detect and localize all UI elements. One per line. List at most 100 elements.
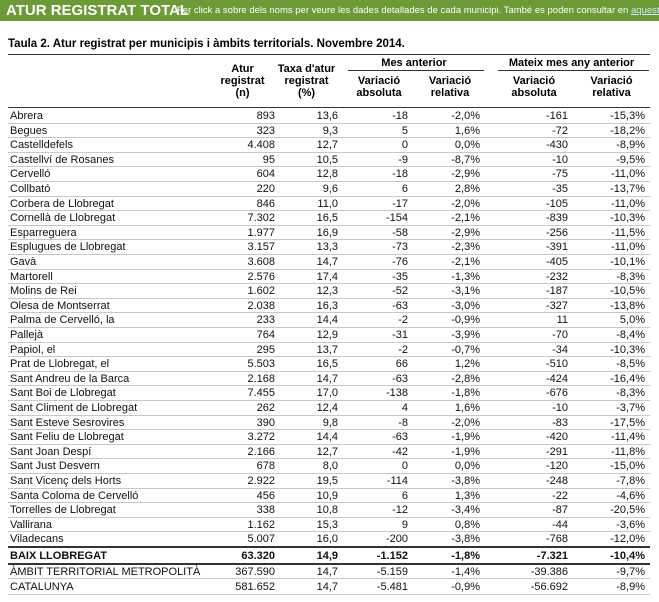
row-value: -8,7% xyxy=(451,153,480,166)
row-value: 14,4 xyxy=(316,314,338,327)
row-value: -9,5% xyxy=(616,153,645,166)
header-note: Fer click a sobre dels noms per veure le… xyxy=(177,5,659,16)
rule xyxy=(348,70,484,71)
rule xyxy=(8,502,650,503)
row-value: 0,0% xyxy=(454,460,480,473)
row-value: -2,9% xyxy=(451,168,480,181)
rule xyxy=(8,578,650,579)
row-name[interactable]: Sant Esteve Sesrovires xyxy=(10,416,125,429)
row-name[interactable]: Sant Feliu de Llobregat xyxy=(10,431,124,444)
row-name[interactable]: Torrelles de Llobregat xyxy=(10,504,116,517)
row-value: 5.503 xyxy=(247,358,275,371)
row-name[interactable]: Castellví de Rosanes xyxy=(10,153,114,166)
row-value: 16,5 xyxy=(316,212,338,225)
row-value: 12,8 xyxy=(316,168,338,181)
row-value: -13,7% xyxy=(610,183,645,195)
row-value: -8,3% xyxy=(616,270,645,283)
row-value: 390 xyxy=(256,416,275,429)
row-name[interactable]: CATALUNYA xyxy=(10,581,74,593)
row-value: -10,1% xyxy=(610,256,645,268)
row-value: 6 xyxy=(401,183,408,195)
row-name[interactable]: Sant Just Desvern xyxy=(10,460,100,473)
row-name[interactable]: Cornellà de Llobregat xyxy=(10,212,116,225)
row-value: 14,9 xyxy=(316,550,338,562)
row-value: -154 xyxy=(385,212,408,225)
row-value: 13,6 xyxy=(316,110,338,122)
row-value: 11,0 xyxy=(317,197,338,210)
row-value: 14,7 xyxy=(316,581,338,593)
row-value: -22 xyxy=(552,489,568,502)
row-value: -10,4% xyxy=(610,550,645,562)
row-value: 14,7 xyxy=(316,565,338,578)
row-value: 14,7 xyxy=(316,372,338,385)
row-name[interactable]: Martorell xyxy=(10,270,53,283)
row-name[interactable]: Sant Climent de Llobregat xyxy=(10,402,138,414)
row-name[interactable]: Palma de Cervelló, la xyxy=(10,314,115,327)
row-name[interactable]: Molins de Rei xyxy=(10,285,77,298)
row-name[interactable]: Cervelló xyxy=(10,168,51,181)
row-value: -3,8% xyxy=(451,533,480,546)
row-value: -11,8% xyxy=(610,445,645,458)
rule xyxy=(8,283,650,284)
rule xyxy=(8,327,650,328)
row-value: 16,5 xyxy=(316,358,338,371)
row-name[interactable]: Papiol, el xyxy=(10,343,56,356)
rule xyxy=(8,429,650,430)
row-name[interactable]: Sant Joan Despí xyxy=(10,445,92,458)
row-name[interactable]: Collbató xyxy=(10,183,51,195)
row-value: 338 xyxy=(256,504,275,517)
row-name[interactable]: Vallirana xyxy=(10,518,52,531)
row-value: 1,6% xyxy=(454,402,480,414)
group-header: Mes anterior xyxy=(381,57,447,69)
row-value: -1,3% xyxy=(451,270,480,283)
row-name[interactable]: Corbera de Llobregat xyxy=(10,197,114,210)
row-value: 295 xyxy=(256,343,275,356)
row-name[interactable]: Abrera xyxy=(10,110,44,122)
row-name[interactable]: Prat de Llobregat, el xyxy=(10,358,110,371)
row-value: -768 xyxy=(545,533,568,546)
row-name[interactable]: Esplugues de Llobregat xyxy=(10,241,126,254)
row-name[interactable]: Sant Vicenç dels Horts xyxy=(10,475,122,487)
row-name[interactable]: BAIX LLOBREGAT xyxy=(10,550,107,562)
row-value: 846 xyxy=(256,197,275,210)
row-name[interactable]: Santa Coloma de Cervelló xyxy=(10,489,139,502)
row-value: 0,8% xyxy=(454,518,480,531)
row-value: -8,9% xyxy=(616,139,645,152)
row-value: -52 xyxy=(392,285,408,298)
row-value: -1.152 xyxy=(376,550,408,562)
rule xyxy=(8,225,650,226)
rule xyxy=(8,298,650,299)
row-name[interactable]: Sant Boi de Llobregat xyxy=(10,387,116,400)
row-name[interactable]: Viladecans xyxy=(10,533,64,546)
column-header: absoluta xyxy=(356,87,402,99)
rule xyxy=(8,415,650,416)
row-value: -9 xyxy=(398,153,408,166)
row-value: -87 xyxy=(552,504,568,517)
row-name[interactable]: Sant Andreu de la Barca xyxy=(10,372,130,385)
row-name[interactable]: ÀMBIT TERRITORIAL METROPOLITÀ xyxy=(10,565,201,578)
row-value: -75 xyxy=(552,168,568,181)
table-title: Taula 2. Atur registrat per municipis i … xyxy=(8,38,405,50)
row-value: -3,4% xyxy=(451,504,480,517)
row-value: -11,0% xyxy=(610,197,645,210)
row-value: 581.652 xyxy=(235,581,275,593)
row-value: -76 xyxy=(392,256,408,268)
row-value: -18 xyxy=(392,110,408,122)
column-header: Variació xyxy=(512,75,556,87)
row-name[interactable]: Gavà xyxy=(10,256,37,268)
rule xyxy=(8,356,650,357)
row-value: -12 xyxy=(392,504,408,517)
row-name[interactable]: Pallejà xyxy=(10,329,44,341)
link[interactable]: aquest enllaç xyxy=(630,5,659,16)
rule xyxy=(8,254,650,255)
column-header: absoluta xyxy=(511,87,557,99)
row-value: -120 xyxy=(545,460,568,473)
row-value: -3,8% xyxy=(451,475,480,487)
row-value: -2,1% xyxy=(451,212,480,225)
row-name[interactable]: Esparreguera xyxy=(10,226,77,239)
row-name[interactable]: Begues xyxy=(10,124,48,137)
row-value: -1,8% xyxy=(451,550,480,562)
row-name[interactable]: Olesa de Montserrat xyxy=(10,299,110,312)
row-name[interactable]: Castelldefels xyxy=(10,139,73,152)
row-value: -42 xyxy=(392,445,408,458)
